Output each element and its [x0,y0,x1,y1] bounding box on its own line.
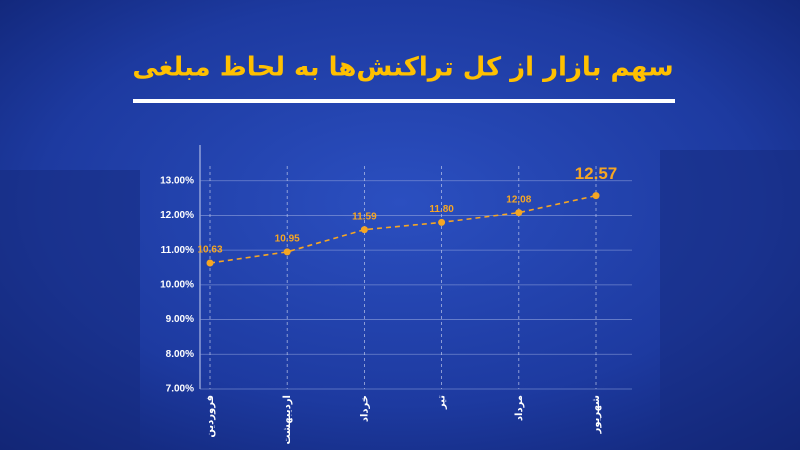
data-label: 11.80 [429,204,454,215]
data-label: 10.63 [197,245,222,256]
y-tick-label: 11.00% [161,245,194,256]
point [592,192,600,200]
x-tick-label: شهریور [591,395,602,435]
y-tick-label: 8.00% [166,349,194,360]
data-label: 12.08 [506,194,531,205]
y-tick-label: 10.00% [160,279,194,290]
title-underline [133,99,675,103]
x-tick-label: تیر [437,395,448,410]
point [360,226,368,234]
y-tick-label: 9.00% [166,314,194,325]
point [283,248,291,256]
chart-title: سهم بازار از کل تراکنش‌ها به لحاظ مبلغی [132,53,673,83]
data-label: 12.57 [575,164,618,183]
x-tick-label: اردیبهشت [282,395,293,445]
x-tick-label: مرداد [514,395,525,421]
background-shape [660,150,800,450]
data-label: 10.95 [275,234,300,245]
x-tick-label: فروردین [205,395,216,438]
y-tick-label: 13.00% [160,175,194,186]
y-tick-label: 12.00% [160,210,194,221]
point [438,218,446,226]
x-tick-label: خرداد [359,395,370,422]
background-shape [0,170,140,450]
line [209,194,597,264]
point [206,259,214,267]
y-tick-label: 7.00% [166,384,194,395]
point [515,209,523,217]
data-label: 11.59 [352,211,377,222]
